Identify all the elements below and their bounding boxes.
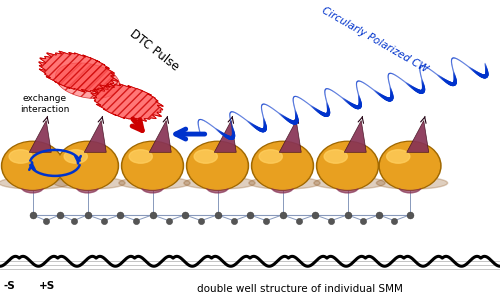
Ellipse shape — [64, 150, 88, 163]
Ellipse shape — [9, 150, 32, 163]
Polygon shape — [39, 51, 118, 92]
Text: double well structure of individual SMM: double well structure of individual SMM — [197, 284, 403, 294]
Text: Circularly Polarized CW: Circularly Polarized CW — [320, 6, 430, 75]
Ellipse shape — [54, 177, 125, 189]
Polygon shape — [406, 121, 428, 152]
Ellipse shape — [314, 177, 385, 189]
Ellipse shape — [119, 177, 190, 189]
Ellipse shape — [380, 142, 440, 189]
Polygon shape — [29, 121, 52, 152]
Polygon shape — [91, 84, 163, 121]
Ellipse shape — [22, 182, 44, 193]
Polygon shape — [84, 121, 106, 152]
Ellipse shape — [0, 177, 70, 189]
Ellipse shape — [188, 142, 247, 189]
Ellipse shape — [142, 182, 164, 193]
Polygon shape — [56, 63, 120, 98]
Ellipse shape — [324, 150, 347, 163]
Ellipse shape — [318, 142, 377, 189]
Text: exchange
interaction: exchange interaction — [20, 94, 70, 114]
Ellipse shape — [259, 150, 282, 163]
Ellipse shape — [249, 177, 320, 189]
Polygon shape — [344, 121, 366, 152]
Ellipse shape — [186, 141, 248, 190]
Ellipse shape — [122, 141, 184, 190]
Ellipse shape — [272, 182, 293, 193]
Ellipse shape — [58, 142, 117, 189]
Ellipse shape — [253, 142, 312, 189]
Ellipse shape — [184, 177, 255, 189]
Text: DTC Pulse: DTC Pulse — [128, 27, 182, 74]
Ellipse shape — [336, 182, 358, 193]
Ellipse shape — [129, 150, 152, 163]
Ellipse shape — [56, 141, 118, 190]
Text: -S: -S — [3, 281, 15, 291]
Ellipse shape — [206, 182, 229, 193]
Ellipse shape — [123, 142, 182, 189]
Ellipse shape — [252, 141, 314, 190]
Ellipse shape — [399, 182, 421, 193]
Polygon shape — [279, 121, 301, 152]
Text: +S: +S — [40, 281, 56, 291]
Polygon shape — [149, 121, 171, 152]
Ellipse shape — [316, 141, 378, 190]
Ellipse shape — [194, 150, 218, 163]
Ellipse shape — [386, 150, 410, 163]
Ellipse shape — [2, 141, 64, 190]
Ellipse shape — [376, 177, 448, 189]
Ellipse shape — [76, 182, 98, 193]
Ellipse shape — [3, 142, 62, 189]
Ellipse shape — [379, 141, 441, 190]
Polygon shape — [214, 121, 236, 152]
